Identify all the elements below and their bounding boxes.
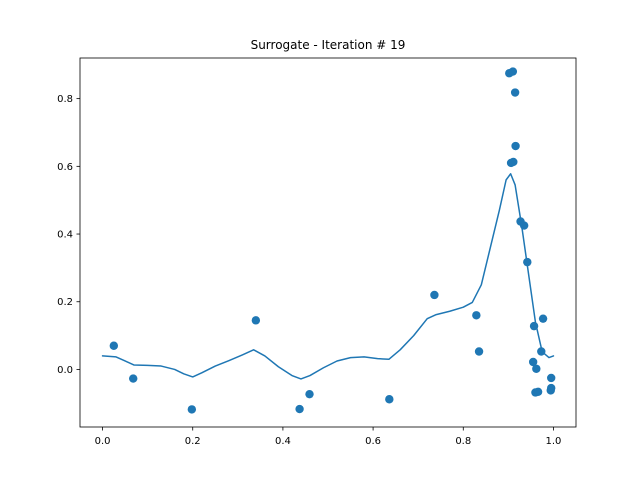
sample-point — [538, 314, 548, 323]
sample-point — [528, 357, 538, 367]
y-tick-label: 0.0 — [57, 365, 73, 376]
sample-point — [295, 404, 304, 414]
sample-point — [187, 405, 197, 414]
surrogate-line — [101, 173, 555, 380]
sample-point — [472, 311, 481, 320]
sample-point — [537, 347, 546, 356]
x-tick-label: 0.6 — [365, 436, 381, 447]
plot-area — [101, 67, 556, 414]
sample-point — [385, 395, 394, 404]
y-tick-label: 0.4 — [57, 230, 73, 241]
sample-point — [532, 364, 541, 373]
sample-point — [509, 157, 518, 167]
sample-point — [546, 386, 555, 395]
sample-point — [547, 373, 556, 383]
chart-title: Surrogate - Iteration # 19 — [251, 38, 406, 52]
y-tick-label: 0.2 — [57, 297, 73, 308]
y-tick-label: 0.6 — [57, 162, 73, 173]
sample-point — [251, 316, 261, 325]
sample-point — [529, 321, 539, 331]
sample-point — [510, 88, 520, 97]
sample-point — [109, 341, 119, 350]
sample-point — [305, 389, 314, 399]
sample-point — [511, 141, 520, 151]
x-tick-label: 0.2 — [185, 436, 201, 447]
axes-frame — [79, 57, 577, 428]
sample-point — [129, 374, 138, 383]
x-tick-label: 0.4 — [275, 436, 291, 447]
sample-point — [523, 257, 532, 267]
x-tick-label: 0.0 — [95, 436, 111, 447]
sample-point — [533, 387, 543, 396]
sample-point — [474, 347, 484, 356]
sample-point — [508, 67, 518, 76]
sample-point — [519, 221, 529, 230]
y-tick-label: 0.8 — [57, 94, 73, 105]
sample-point — [430, 290, 439, 300]
x-tick-label: 0.8 — [455, 436, 471, 447]
axes: 0.0 0.2 0.4 0.6 0.8 1.0 0.0 0.2 0.4 0.6 0.8 — [57, 57, 577, 447]
x-tick-label: 1.0 — [546, 436, 562, 447]
